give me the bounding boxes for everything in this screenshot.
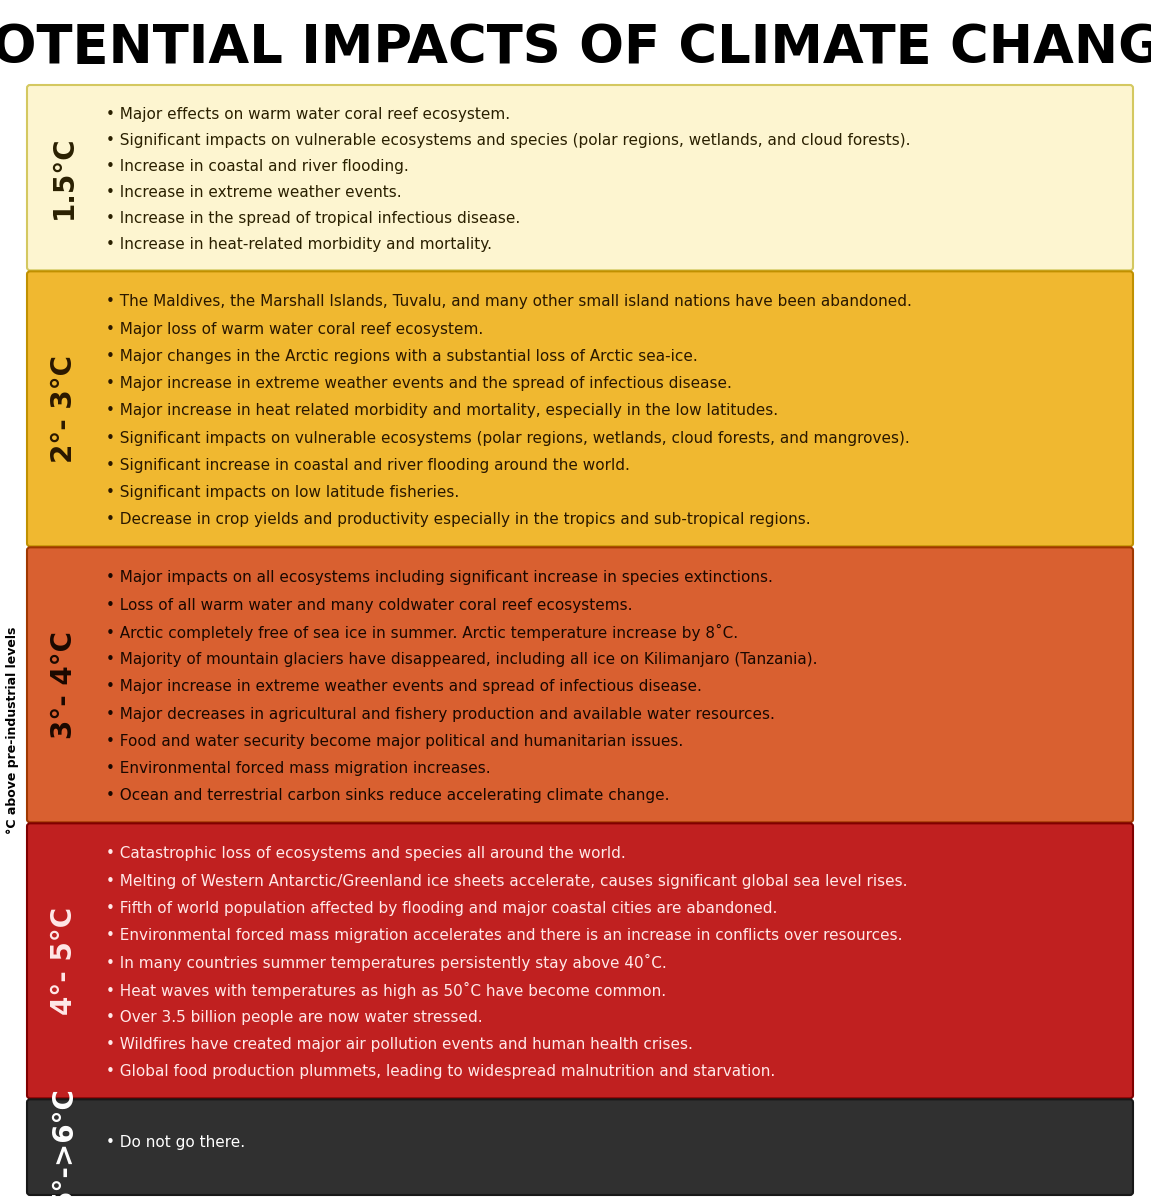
- Text: • Over 3.5 billion people are now water stressed.: • Over 3.5 billion people are now water …: [106, 1009, 482, 1025]
- FancyBboxPatch shape: [26, 1099, 1133, 1195]
- Text: • Significant impacts on vulnerable ecosystems (polar regions, wetlands, cloud f: • Significant impacts on vulnerable ecos…: [106, 431, 909, 445]
- Text: • Decrease in crop yields and productivity especially in the tropics and sub-tro: • Decrease in crop yields and productivi…: [106, 512, 810, 527]
- Text: • Major loss of warm water coral reef ecosystem.: • Major loss of warm water coral reef ec…: [106, 322, 483, 337]
- Text: • Major decreases in agricultural and fishery production and available water res: • Major decreases in agricultural and fi…: [106, 707, 775, 721]
- Text: • Increase in coastal and river flooding.: • Increase in coastal and river flooding…: [106, 160, 409, 174]
- Text: 4°- 5°C: 4°- 5°C: [49, 907, 78, 1015]
- FancyBboxPatch shape: [26, 823, 1133, 1098]
- Text: • Loss of all warm water and many coldwater coral reef ecosystems.: • Loss of all warm water and many coldwa…: [106, 598, 633, 613]
- Text: • Significant impacts on vulnerable ecosystems and species (polar regions, wetla: • Significant impacts on vulnerable ecos…: [106, 133, 910, 149]
- Text: • Arctic completely free of sea ice in summer. Arctic temperature increase by 8˚: • Arctic completely free of sea ice in s…: [106, 624, 738, 641]
- Text: • Significant impacts on low latitude fisheries.: • Significant impacts on low latitude fi…: [106, 485, 459, 500]
- Text: • Major increase in heat related morbidity and mortality, especially in the low : • Major increase in heat related morbidi…: [106, 403, 778, 419]
- Text: • In many countries summer temperatures persistently stay above 40˚C.: • In many countries summer temperatures …: [106, 954, 666, 971]
- Text: • The Maldives, the Marshall Islands, Tuvalu, and many other small island nation: • The Maldives, the Marshall Islands, Tu…: [106, 294, 912, 310]
- Text: • Heat waves with temperatures as high as 50˚C have become common.: • Heat waves with temperatures as high a…: [106, 982, 666, 998]
- Text: • Major changes in the Arctic regions with a substantial loss of Arctic sea-ice.: • Major changes in the Arctic regions wi…: [106, 349, 698, 364]
- Text: • Do not go there.: • Do not go there.: [106, 1135, 245, 1150]
- Text: • Major increase in extreme weather events and the spread of infectious disease.: • Major increase in extreme weather even…: [106, 376, 732, 391]
- Text: • Major impacts on all ecosystems including significant increase in species exti: • Major impacts on all ecosystems includ…: [106, 570, 772, 586]
- Text: 5°->6°C: 5°->6°C: [49, 1086, 78, 1200]
- Text: • Increase in heat-related morbidity and mortality.: • Increase in heat-related morbidity and…: [106, 236, 491, 252]
- Text: • Catastrophic loss of ecosystems and species all around the world.: • Catastrophic loss of ecosystems and sp…: [106, 846, 626, 862]
- Text: • Majority of mountain glaciers have disappeared, including all ice on Kilimanja: • Majority of mountain glaciers have dis…: [106, 652, 817, 667]
- Text: °C above pre-industrial levels: °C above pre-industrial levels: [7, 626, 20, 834]
- Text: 3°- 4°C: 3°- 4°C: [49, 631, 78, 739]
- FancyBboxPatch shape: [26, 547, 1133, 822]
- Text: • Major effects on warm water coral reef ecosystem.: • Major effects on warm water coral reef…: [106, 108, 510, 122]
- Text: 1.5°C: 1.5°C: [49, 136, 78, 220]
- Text: • Food and water security become major political and humanitarian issues.: • Food and water security become major p…: [106, 733, 684, 749]
- Text: • Major increase in extreme weather events and spread of infectious disease.: • Major increase in extreme weather even…: [106, 679, 702, 695]
- FancyBboxPatch shape: [26, 271, 1133, 546]
- Text: POTENTIAL IMPACTS OF CLIMATE CHANGE: POTENTIAL IMPACTS OF CLIMATE CHANGE: [0, 22, 1151, 74]
- Text: • Environmental forced mass migration accelerates and there is an increase in co: • Environmental forced mass migration ac…: [106, 928, 902, 943]
- Text: • Fifth of world population affected by flooding and major coastal cities are ab: • Fifth of world population affected by …: [106, 901, 777, 916]
- Text: • Wildfires have created major air pollution events and human health crises.: • Wildfires have created major air pollu…: [106, 1037, 693, 1052]
- Text: • Ocean and terrestrial carbon sinks reduce accelerating climate change.: • Ocean and terrestrial carbon sinks red…: [106, 788, 670, 803]
- Text: • Global food production plummets, leading to widespread malnutrition and starva: • Global food production plummets, leadi…: [106, 1064, 776, 1079]
- Text: • Significant increase in coastal and river flooding around the world.: • Significant increase in coastal and ri…: [106, 457, 630, 473]
- Text: • Increase in extreme weather events.: • Increase in extreme weather events.: [106, 185, 402, 200]
- Text: • Environmental forced mass migration increases.: • Environmental forced mass migration in…: [106, 761, 490, 776]
- FancyBboxPatch shape: [26, 85, 1133, 270]
- Text: • Melting of Western Antarctic/Greenland ice sheets accelerate, causes significa: • Melting of Western Antarctic/Greenland…: [106, 874, 907, 889]
- Text: 2°- 3°C: 2°- 3°C: [49, 355, 78, 463]
- Text: • Increase in the spread of tropical infectious disease.: • Increase in the spread of tropical inf…: [106, 211, 520, 226]
